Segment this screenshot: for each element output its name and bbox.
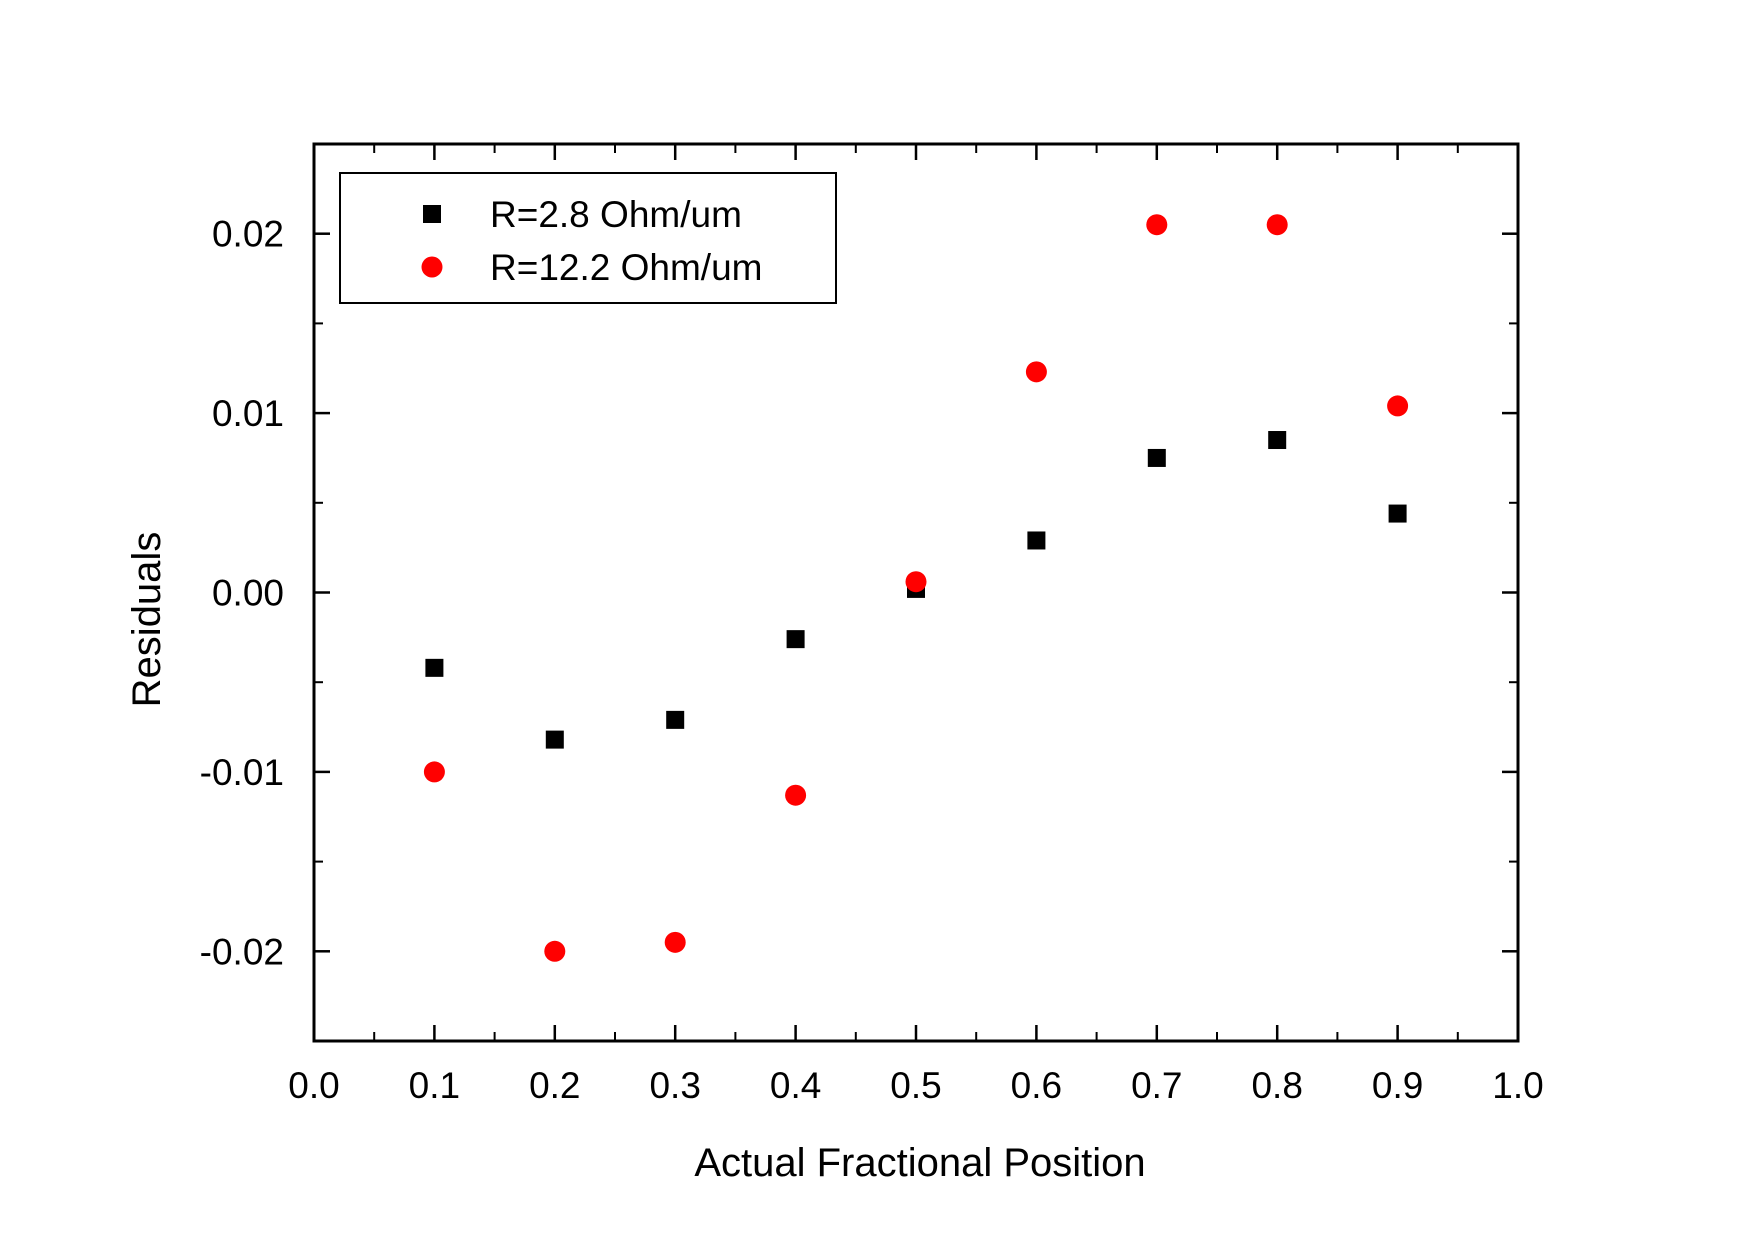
x-tick-label: 0.1 bbox=[409, 1065, 460, 1106]
x-tick-label: 0.3 bbox=[649, 1065, 700, 1106]
data-points bbox=[423, 214, 1409, 962]
point-series-1 bbox=[425, 658, 444, 677]
x-tick-label: 0.5 bbox=[890, 1065, 941, 1106]
y-tick-label: -0.01 bbox=[200, 752, 284, 793]
x-tick-label: 0.8 bbox=[1251, 1065, 1302, 1106]
x-tick-label: 1.0 bbox=[1492, 1065, 1543, 1106]
legend: R=2.8 Ohm/um R=12.2 Ohm/um bbox=[339, 172, 837, 304]
legend-label: R=12.2 Ohm/um bbox=[490, 247, 762, 288]
y-tick-label: 0.02 bbox=[212, 214, 284, 255]
point-series-1 bbox=[545, 730, 564, 749]
x-tick-label: 0.9 bbox=[1372, 1065, 1423, 1106]
point-series-2 bbox=[1387, 395, 1409, 417]
x-tick-label: 0.6 bbox=[1011, 1065, 1062, 1106]
x-tick-label: 0.0 bbox=[288, 1065, 339, 1106]
ticks: 0.0 0.1 0.2 0.3 0.4 0.5 0.6 0.7 0.8 0.9 1.0 -0.02 -0… bbox=[200, 143, 1544, 1106]
point-series-1 bbox=[786, 630, 805, 649]
legend-box bbox=[339, 172, 837, 304]
point-series-2 bbox=[785, 784, 807, 806]
legend-label: R=2.8 Ohm/um bbox=[490, 194, 742, 235]
x-tick-label: 0.7 bbox=[1131, 1065, 1182, 1106]
point-series-1 bbox=[1027, 531, 1046, 550]
legend-marker-circle bbox=[421, 256, 443, 278]
point-series-2 bbox=[1266, 214, 1288, 236]
point-series-1 bbox=[1388, 504, 1407, 523]
y-axis-title: Residuals bbox=[125, 532, 169, 708]
point-series-1 bbox=[1268, 431, 1287, 450]
y-tick-label: 0.00 bbox=[212, 573, 284, 614]
point-series-1 bbox=[666, 710, 685, 729]
y-tick-label: 0.01 bbox=[212, 393, 284, 434]
point-series-2 bbox=[423, 761, 445, 783]
point-series-2 bbox=[544, 940, 566, 962]
x-tick-label: 0.4 bbox=[770, 1065, 821, 1106]
x-axis-title: Actual Fractional Position bbox=[694, 1141, 1145, 1185]
y-tick-label: -0.02 bbox=[200, 931, 284, 972]
point-series-1 bbox=[1147, 448, 1166, 467]
point-series-2 bbox=[1146, 214, 1168, 236]
legend-marker-square bbox=[423, 205, 441, 223]
x-tick-label: 0.2 bbox=[529, 1065, 580, 1106]
point-series-2 bbox=[664, 931, 686, 953]
point-series-2 bbox=[1025, 361, 1047, 383]
point-series-2 bbox=[905, 571, 927, 593]
